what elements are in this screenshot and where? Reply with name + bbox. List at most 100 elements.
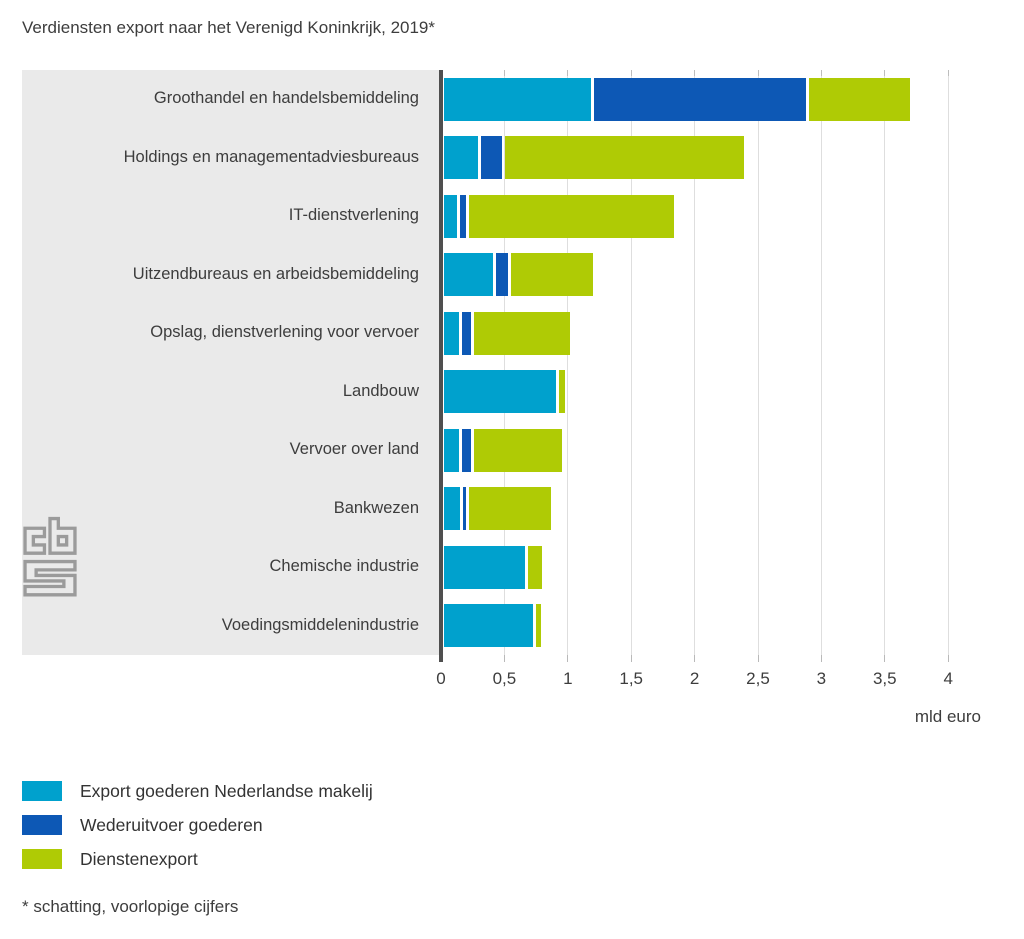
stacked-bar: [441, 370, 1007, 414]
stacked-bar: [441, 311, 1007, 355]
axis-tick-top: [630, 70, 632, 76]
stacked-bar: [441, 194, 1007, 238]
bar-segment: [444, 194, 457, 238]
bar-segment: [481, 136, 502, 180]
bar-segment: [469, 487, 552, 531]
gridline: [884, 70, 886, 655]
x-tick-label: 1,5: [619, 669, 644, 688]
axis-tick-bottom: [503, 655, 505, 662]
category-label: Uitzendbureaus en arbeidsbemiddeling: [132, 264, 419, 283]
axis-tick-top: [757, 70, 759, 76]
category-label: Bankwezen: [333, 498, 419, 517]
category-label: Holdings en managementadviesbureaus: [123, 147, 419, 166]
bar-segment: [504, 136, 745, 180]
bar-segment: [594, 77, 806, 121]
legend-item: Export goederen Nederlandse makelij: [22, 778, 373, 804]
stacked-bar: [441, 253, 1007, 297]
chart-row: Voedingsmiddelenindustrie: [22, 597, 1007, 656]
gridline: [694, 70, 696, 655]
axis-tick-top: [694, 70, 696, 76]
chart-title: Verdiensten export naar het Verenigd Kon…: [22, 18, 435, 37]
chart-row: Opslag, dienstverlening voor vervoer: [22, 304, 1007, 363]
x-tick-label: 0,5: [492, 669, 517, 688]
legend-swatch: [22, 815, 62, 835]
gridline: [567, 70, 569, 655]
bar-segment: [444, 311, 460, 355]
x-tick-label: 2,5: [746, 669, 770, 688]
bar-rows: Groothandel en handelsbemiddeling Holding…: [22, 70, 1007, 655]
zero-axis-line: [439, 70, 443, 662]
legend-label: Export goederen Nederlandse makelij: [80, 780, 373, 801]
bar-segment: [444, 545, 526, 589]
bar-segment: [808, 77, 911, 121]
bar-segment: [444, 370, 556, 414]
cbs-logo-icon: [23, 516, 77, 597]
gridline: [757, 70, 759, 655]
stacked-bar: [441, 604, 1007, 648]
bar-segment: [496, 253, 508, 297]
gridline: [630, 70, 632, 655]
axis-tick-top: [503, 70, 505, 76]
axis-tick-top: [820, 70, 822, 76]
x-axis-unit-label: mld euro: [914, 707, 981, 726]
bar-segment: [469, 194, 675, 238]
x-tick-label: 0: [436, 669, 446, 688]
axis-tick-bottom: [567, 655, 569, 662]
bar-segment: [535, 604, 541, 648]
bar-segment: [444, 253, 494, 297]
category-label: Vervoer over land: [289, 440, 419, 459]
chart-row: Vervoer over land: [22, 421, 1007, 480]
gridline: [503, 70, 505, 655]
legend-item: Wederuitvoer goederen: [22, 812, 373, 838]
footnote: * schatting, voorlopige cijfers: [22, 897, 239, 916]
legend-swatch: [22, 781, 62, 801]
x-tick-label: 4: [943, 669, 953, 688]
category-label-panel: [22, 70, 440, 655]
axis-tick-top: [947, 70, 949, 76]
bar-segment: [558, 370, 565, 414]
x-tick-label: 1: [563, 669, 573, 688]
bar-segment: [444, 136, 479, 180]
chart-row: Landbouw: [22, 363, 1007, 422]
bar-segment: [444, 487, 461, 531]
x-tick-label: 2: [689, 669, 700, 688]
x-axis-tick-labels: 0 0,5 1 1,5 2 2,5 3 3,5 4: [22, 661, 1007, 691]
stacked-bar: [441, 545, 1007, 589]
bar-segment: [528, 545, 543, 589]
axis-tick-bottom: [884, 655, 886, 662]
bar-segment: [459, 194, 466, 238]
chart-row: IT-dienstverlening: [22, 187, 1007, 246]
chart-row: Chemische industrie: [22, 538, 1007, 597]
gridline: [820, 70, 822, 655]
bar-segment: [444, 428, 460, 472]
category-label: Landbouw: [342, 381, 419, 400]
x-tick-label: 3: [816, 669, 827, 688]
chart-row: Holdings en managementadviesbureaus: [22, 129, 1007, 188]
bar-segment: [462, 428, 472, 472]
legend-item: Dienstenexport: [22, 846, 373, 872]
legend-label: Wederuitvoer goederen: [80, 814, 263, 835]
chart-row: Uitzendbureaus en arbeidsbemiddeling: [22, 246, 1007, 305]
stacked-bar: [441, 487, 1007, 531]
chart-row: Bankwezen: [22, 480, 1007, 539]
category-label: Chemische industrie: [269, 557, 419, 576]
bar-segment: [462, 311, 472, 355]
bar-segment: [463, 487, 466, 531]
category-label: Opslag, dienstverlening voor vervoer: [150, 323, 419, 342]
x-tick-label: 3,5: [872, 669, 897, 688]
axis-tick-bottom: [947, 655, 949, 662]
axis-tick-bottom: [820, 655, 822, 662]
stacked-bar: [441, 77, 1007, 121]
axis-tick-bottom: [757, 655, 759, 662]
stacked-bar: [441, 428, 1007, 472]
bar-segment: [474, 311, 571, 355]
axis-tick-bottom: [630, 655, 632, 662]
legend-label: Dienstenexport: [80, 848, 198, 869]
stacked-bar-chart: Groothandel en handelsbemiddeling Holding…: [22, 70, 1007, 688]
category-label: IT-dienstverlening: [288, 206, 419, 225]
stacked-bar: [441, 136, 1007, 180]
bar-segment: [444, 77, 592, 121]
gridline: [947, 70, 949, 655]
chart-row: Groothandel en handelsbemiddeling: [22, 70, 1007, 129]
legend: Export goederen Nederlandse makelij Weder…: [22, 778, 373, 880]
